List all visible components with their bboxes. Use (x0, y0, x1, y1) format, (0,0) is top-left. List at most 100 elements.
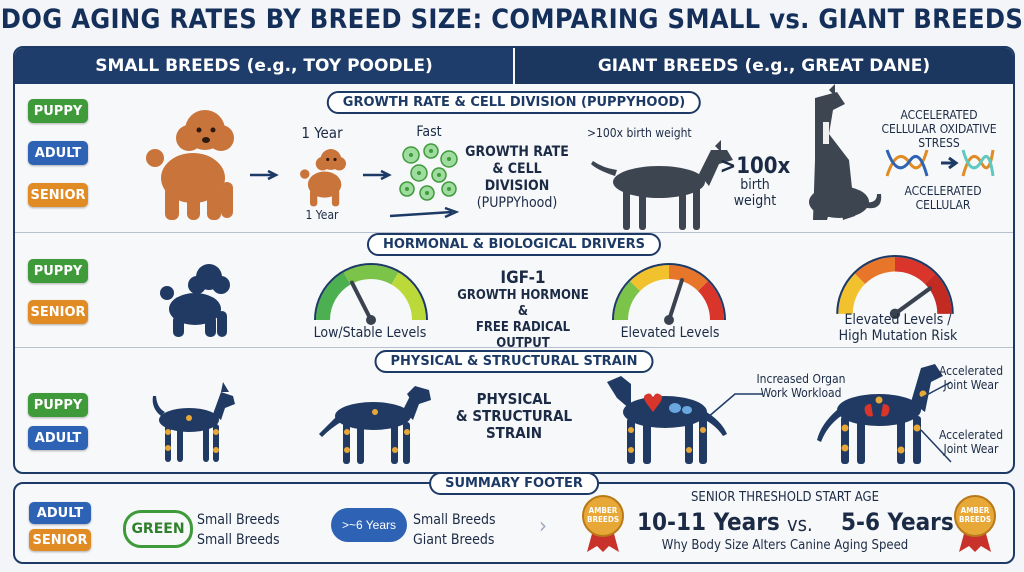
gauge-needle (892, 286, 933, 316)
gauge-arc-segment (697, 281, 724, 321)
gauge-arc-segment (391, 272, 426, 321)
accel-line: CELLULAR (915, 198, 971, 212)
gauge-arc-segment (838, 273, 866, 315)
medal-line: AMBER (960, 506, 990, 515)
gauge-arc-segment (316, 272, 351, 321)
section-divider (15, 232, 1013, 233)
organ-line: Work Workload (760, 386, 842, 400)
footer-line: Small Breeds (413, 512, 496, 528)
birth-weight-big-line: birth (740, 177, 770, 193)
medal-text: AMBER BREEDS (953, 506, 997, 524)
center-line: & CELL DIVISION (484, 161, 550, 194)
senior-badge: SENIOR (28, 183, 88, 207)
gauge-outline (612, 263, 726, 321)
callout-line-icon (706, 393, 763, 419)
poodle-silhouette-icon (160, 264, 230, 337)
arrow-icon (250, 169, 279, 181)
footer-label: SUMMARY FOOTER (429, 472, 599, 495)
hormonal-center-text: IGF-1 GROWTH HORMONE & FREE RADICAL OUTP… (453, 268, 593, 352)
section-divider (15, 347, 1013, 348)
birth-weight-big-line: >100x (719, 154, 791, 179)
page-title: DOG AGING RATES BY BREED SIZE: COMPARING… (0, 4, 1024, 35)
puppy-badge: PUPPY (28, 393, 88, 417)
threshold-title: SENIOR THRESHOLD START AGE (691, 490, 879, 505)
gauge-arc-segment (630, 265, 670, 292)
gauge-outline (836, 255, 954, 314)
center-line: PHYSICAL (476, 390, 552, 408)
senior-badge: SENIOR (28, 300, 88, 324)
center-line: IGF-1 (500, 268, 546, 288)
growth-center-text: GROWTH RATE & CELL DIVISION (PUPPYhood) (461, 144, 573, 212)
callout-line-icon (920, 381, 952, 463)
footer-caption: Why Body Size Alters Canine Aging Speed (661, 538, 909, 553)
gauge-arc-segment (854, 257, 896, 285)
medal-line: BREEDS (586, 515, 620, 524)
joint-wear-label-bottom: Accelerated Joint Wear (931, 428, 1011, 456)
small-age: 10-11 Years (637, 508, 780, 536)
giant-breeds-header: GIANT BREEDS (e.g., GREAT DANE) (515, 48, 1013, 84)
small-poodle-illustration (300, 149, 346, 207)
growth-section-label: GROWTH RATE & CELL DIVISION (PUPPYHOOD) (326, 91, 702, 114)
giant-dog-organs-illustration (607, 376, 727, 464)
long-arrow-icon (389, 206, 460, 219)
accel-line: CELLULAR OXIDATIVE STRESS (881, 122, 997, 150)
gauge-arc-segment (894, 257, 936, 285)
gauge-hub (366, 315, 376, 325)
accel-line: ACCELERATED (904, 184, 982, 198)
physical-center-text: PHYSICAL & STRUCTURAL STRAIN (451, 391, 577, 442)
years-bubble-text: >~6 Years (341, 518, 397, 532)
one-year-label-bottom: 1 Year (305, 208, 339, 222)
one-year-label-top: 1 Year (301, 124, 343, 142)
center-line: (PUPPYhood) (476, 195, 558, 211)
accelerated-cellular-label: ACCELERATED CELLULAR (893, 184, 993, 212)
medium-dog-silhouette-icon (319, 386, 431, 464)
years-bubble: >~6 Years (331, 508, 407, 542)
medal-line: AMBER (588, 506, 618, 515)
joint-line: Joint Wear (943, 442, 999, 456)
footer-col1: Small Breeds Small Breeds (197, 510, 280, 550)
organ-line: Increased Organ (756, 372, 846, 386)
footer-line: Small Breeds (197, 532, 280, 548)
great-dane-standing-illustration (591, 140, 733, 230)
senior-badge: SENIOR (29, 529, 91, 551)
adult-badge: ADULT (28, 141, 88, 165)
gauge-arc-segment (614, 281, 641, 321)
center-line: STRAIN (485, 424, 543, 442)
amber-breeds-medal-icon (954, 495, 996, 552)
low-stable-gauge (314, 263, 428, 325)
center-line: GROWTH RATE (465, 144, 569, 160)
joint-wear-label-top: Accelerated Joint Wear (931, 364, 1011, 392)
birth-weight-big-line: weight (733, 193, 777, 209)
toy-poodle-illustration (146, 110, 234, 220)
puppy-badge: PUPPY (28, 259, 88, 283)
organ-workload-label: Increased Organ Work Workload (741, 372, 861, 400)
dna-icon (885, 149, 995, 177)
footer-line: Giant Breeds (413, 532, 495, 548)
gauge-arc-segment (343, 265, 399, 285)
small-breeds-header: SMALL BREEDS (e.g., TOY POODLE) (15, 48, 513, 84)
giant-age: 5-6 Years (841, 508, 954, 536)
comparison-panel: SMALL BREEDS (e.g., TOY POODLE) GIANT BR… (13, 46, 1015, 474)
summary-footer: SUMMARY FOOTER ADULT SENIOR GREEN Small … (13, 472, 1015, 564)
footer-line: Small Breeds (197, 512, 280, 528)
versus-label: vs. (787, 512, 813, 536)
joint-line: Joint Wear (943, 378, 999, 392)
gauge-needle (349, 280, 373, 322)
birth-weight-label: >100x birth weight (587, 126, 692, 140)
medal-text: AMBER BREEDS (581, 506, 625, 524)
arrow-icon (363, 169, 392, 181)
adult-badge: ADULT (28, 426, 88, 450)
high-risk-gauge (836, 255, 954, 319)
accelerated-oxidative-label: ACCELERATED CELLULAR OXIDATIVE STRESS (875, 108, 1003, 150)
elevated-gauge (612, 263, 726, 325)
chevron-right-icon: › (539, 514, 547, 539)
center-line: & STRUCTURAL (455, 407, 573, 425)
gauge-high-line: Elevated Levels / (844, 312, 952, 328)
gauge-arc-segment (924, 273, 952, 315)
birth-weight-big: >100x birth weight (715, 154, 795, 210)
gauge-needle (667, 278, 684, 322)
small-dog-silhouette-icon (152, 382, 235, 462)
footer-col2: Small Breeds Giant Breeds (413, 510, 496, 550)
fast-label: Fast (416, 124, 442, 140)
gauge-hub (664, 315, 674, 325)
